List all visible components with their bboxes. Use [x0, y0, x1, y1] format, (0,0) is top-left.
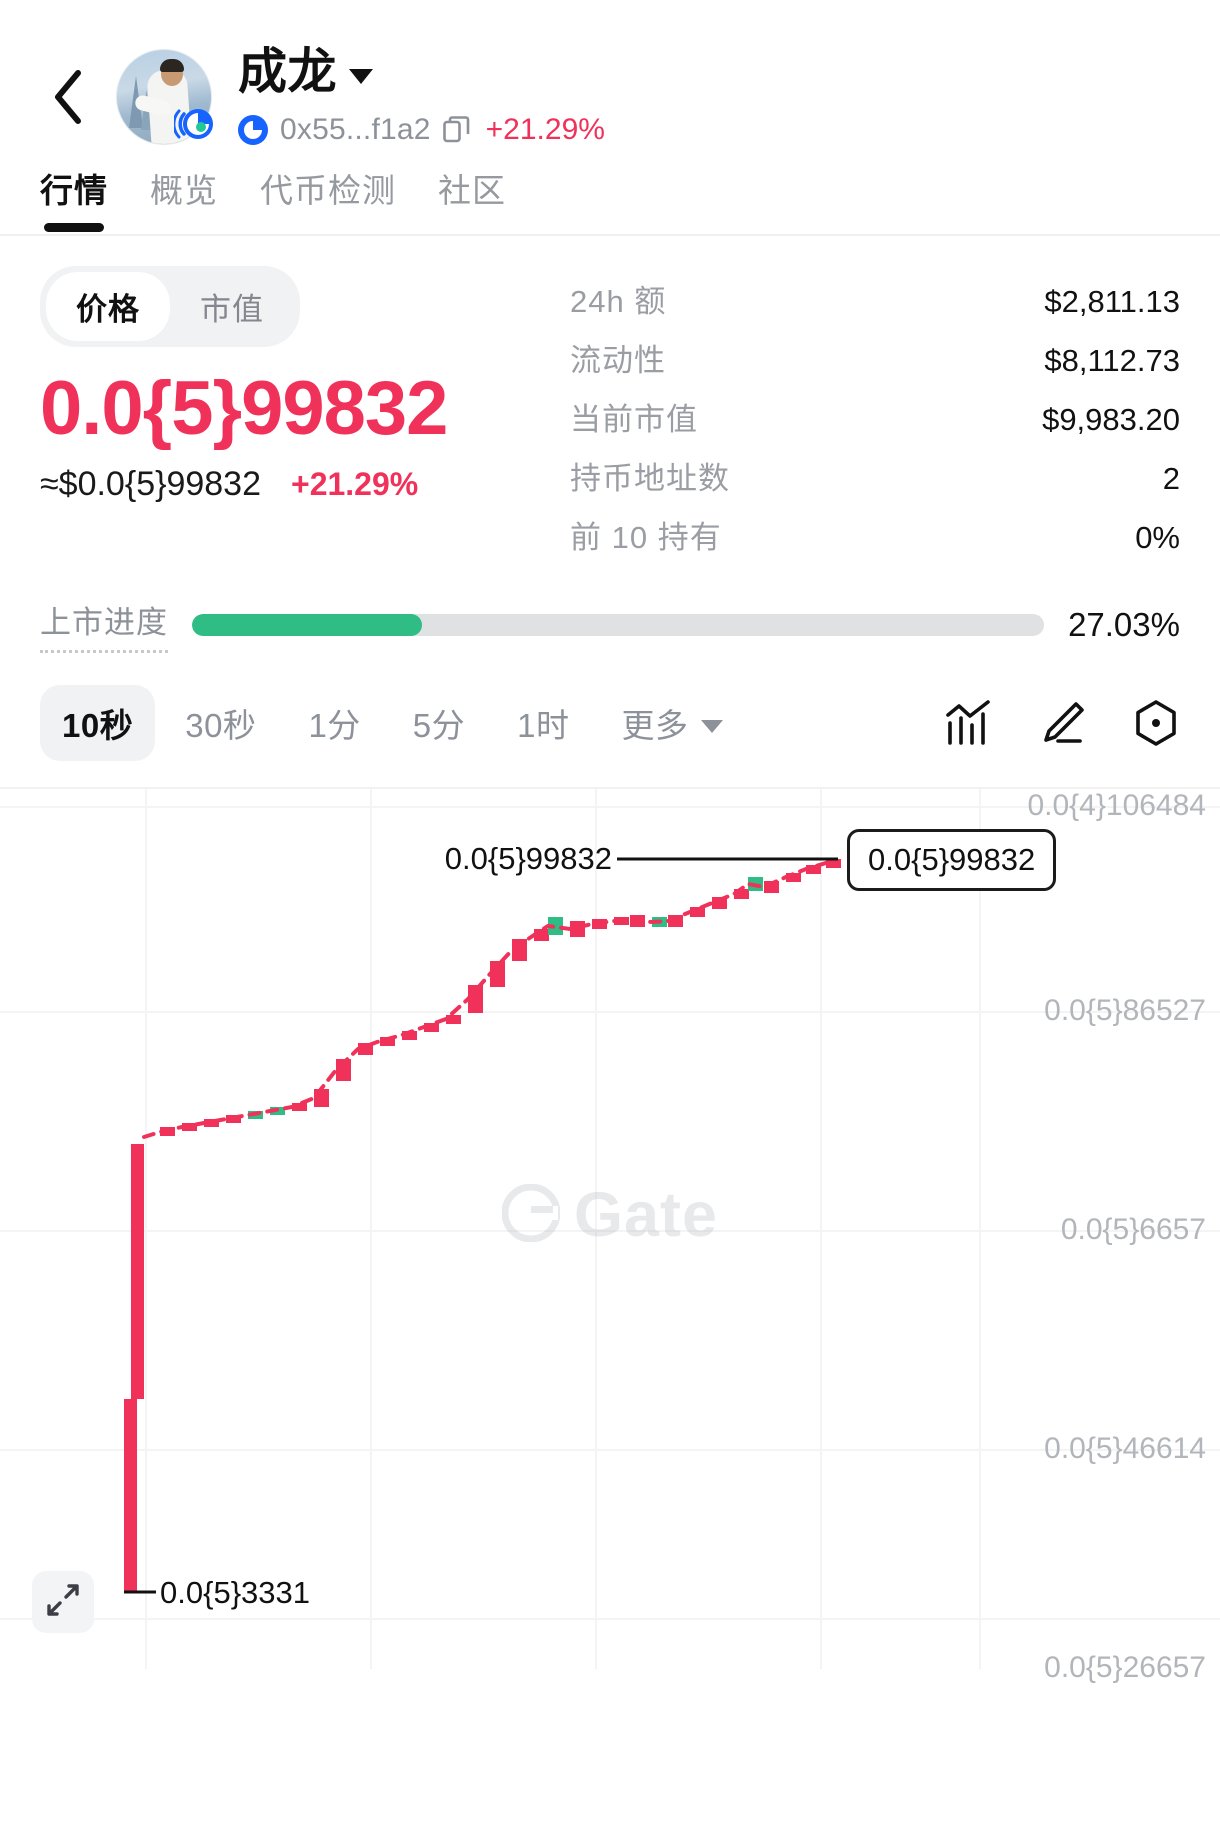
stat-label: 前 10 持有: [570, 520, 722, 555]
y-axis-label: 0.0{4}106484: [1027, 789, 1206, 822]
header-change-pct: +21.29%: [485, 112, 605, 146]
chart-current-price-tag: 0.0{5}99832: [847, 829, 1057, 891]
stat-label: 24h 额: [570, 284, 667, 319]
chart-line: [142, 859, 840, 1139]
tab-overview[interactable]: 概览: [150, 172, 218, 209]
title-block: 成龙 0x55...f1a2 +21.29%: [238, 44, 605, 147]
page-title: 成龙: [238, 44, 338, 99]
price-change-pct: +21.29%: [291, 465, 419, 502]
progress-track: [192, 614, 1045, 636]
listing-progress: 上市进度 27.03%: [0, 571, 1220, 653]
draw-pencil-icon[interactable]: [1038, 699, 1086, 747]
price-marketcap-toggle: 价格 市值: [40, 266, 300, 347]
timeframe-1m[interactable]: 1分: [308, 707, 361, 744]
stat-value: 0%: [1135, 520, 1180, 555]
tab-market[interactable]: 行情: [40, 164, 108, 234]
stats-column: 24h 额 $2,811.13 流动性 $8,112.73 当前市值 $9,98…: [570, 266, 1180, 571]
timeframe-5m[interactable]: 5分: [412, 707, 466, 744]
segment-marketcap[interactable]: 市值: [200, 292, 264, 327]
approx-usd-price: ≈$0.0{5}99832: [40, 464, 261, 503]
gate-badge-icon: [172, 103, 216, 145]
stat-label: 流动性: [570, 343, 666, 378]
back-button[interactable]: [40, 62, 96, 132]
timeframe-1h[interactable]: 1时: [517, 707, 570, 744]
stat-label: 持币地址数: [570, 461, 730, 496]
y-axis-label: 0.0{5}26657: [1044, 1651, 1206, 1684]
chart-current-price-inline: 0.0{5}99832: [444, 841, 612, 876]
page-header: 成龙 0x55...f1a2 +21.29%: [0, 0, 1220, 150]
timeframe-more-button[interactable]: 更多: [600, 685, 745, 761]
stat-row-top10: 前 10 持有 0%: [570, 512, 1180, 557]
indicator-chart-icon[interactable]: [944, 699, 992, 747]
progress-fill: [192, 614, 423, 636]
timeframe-30s[interactable]: 30秒: [185, 707, 257, 744]
listing-progress-label[interactable]: 上市进度: [40, 597, 168, 653]
token-address[interactable]: 0x55...f1a2: [280, 112, 431, 146]
tab-token-check[interactable]: 代币检测: [260, 172, 396, 209]
summary-section: 价格 市值 0.0{5}99832 ≈$0.0{5}99832 +21.29% …: [0, 236, 1220, 571]
chart-candle-first: [124, 1144, 144, 1592]
expand-arrows-icon: [46, 1583, 80, 1622]
caret-down-icon: [700, 719, 723, 733]
settings-hexagon-icon[interactable]: [1132, 699, 1180, 747]
chart-low-price-label: 0.0{5}3331: [160, 1575, 311, 1610]
stat-value: 2: [1162, 461, 1180, 496]
caret-down-icon[interactable]: [349, 69, 374, 84]
timeframe-list: 10秒 30秒 1分 5分 1时 更多: [40, 685, 745, 761]
stat-row-volume: 24h 额 $2,811.13: [570, 276, 1180, 321]
chart-candles: [160, 859, 841, 1136]
y-axis-label: 0.0{5}6657: [1060, 1213, 1206, 1246]
current-price: 0.0{5}99832: [40, 366, 448, 451]
copy-icon[interactable]: [442, 116, 470, 143]
stat-label: 当前市值: [570, 402, 698, 437]
stat-value: $2,811.13: [1044, 284, 1180, 319]
stat-value: $9,983.20: [1042, 402, 1180, 437]
chart-tool-icons: [944, 699, 1190, 747]
stat-value: $8,112.73: [1044, 343, 1180, 378]
tabs-divider: [0, 234, 1220, 236]
stat-row-liquidity: 流动性 $8,112.73: [570, 335, 1180, 380]
stat-row-holders: 持币地址数 2: [570, 453, 1180, 498]
tab-community[interactable]: 社区: [438, 172, 506, 209]
bsc-chain-icon: [238, 114, 268, 145]
chart-toolbar: 10秒 30秒 1分 5分 1时 更多: [0, 653, 1220, 761]
segment-price[interactable]: 价格: [46, 272, 170, 341]
chart-canvas: [0, 789, 1220, 1669]
y-axis-label: 0.0{5}46614: [1044, 1432, 1206, 1465]
token-avatar[interactable]: [116, 49, 213, 145]
expand-chart-button[interactable]: [32, 1571, 94, 1633]
price-chart[interactable]: 0.0{4}106484 0.0{5}86527 0.0{5}6657 0.0{…: [0, 787, 1220, 1684]
tab-bar: 行情 概览 代币检测 社区: [0, 150, 1220, 234]
progress-percent: 27.03%: [1068, 606, 1180, 643]
chevron-left-icon: [50, 68, 86, 126]
stat-row-marketcap: 当前市值 $9,983.20: [570, 394, 1180, 439]
timeframe-more-label: 更多: [621, 707, 689, 744]
y-axis-label: 0.0{5}86527: [1044, 994, 1206, 1027]
timeframe-10s[interactable]: 10秒: [40, 685, 156, 761]
avatar-image: [116, 49, 212, 145]
chart-gridlines: [0, 789, 1220, 1669]
price-column: 价格 市值 0.0{5}99832 ≈$0.0{5}99832 +21.29%: [40, 266, 570, 571]
